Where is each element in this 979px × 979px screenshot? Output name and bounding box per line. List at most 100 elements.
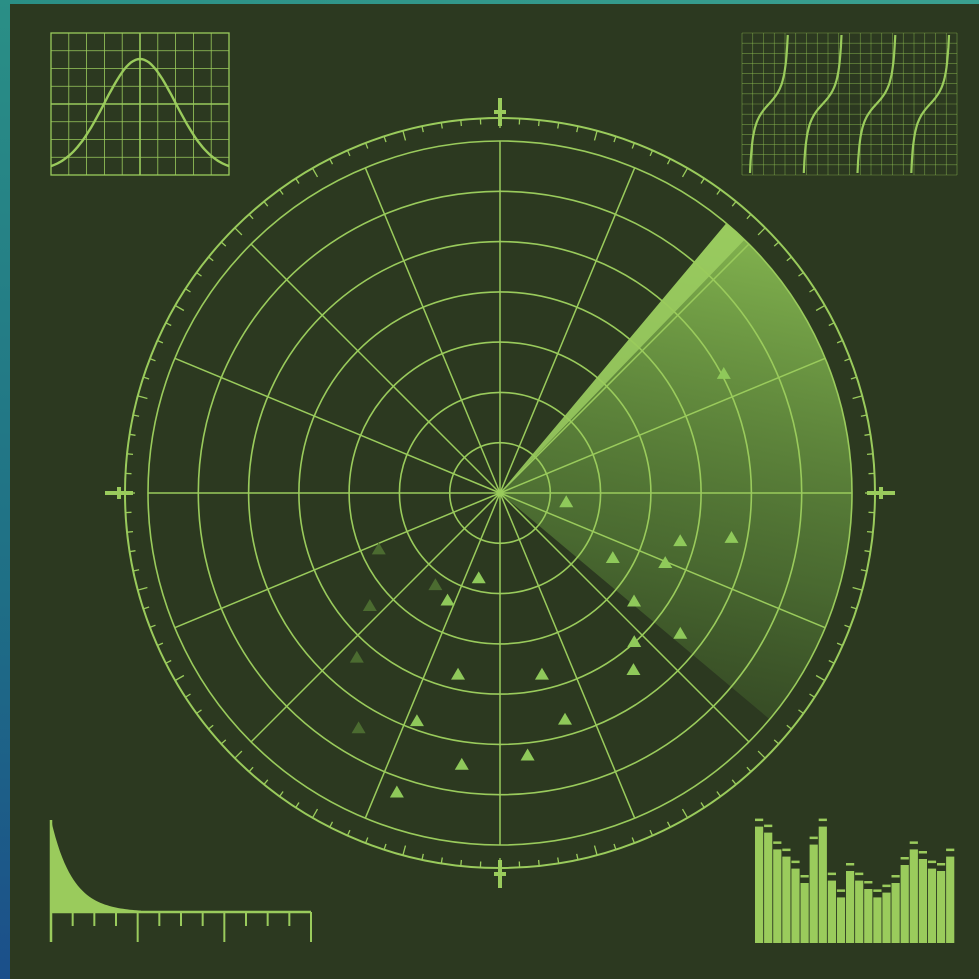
bezel-tick <box>440 122 443 129</box>
bezel-tick <box>127 453 134 456</box>
radar-target <box>371 542 386 555</box>
bezel-tick <box>786 256 792 262</box>
bezel-tick <box>165 659 172 664</box>
bezel-tick <box>196 709 202 714</box>
bezel-tick <box>844 624 851 629</box>
bezel-tick <box>537 120 540 127</box>
meter-bar <box>937 871 946 943</box>
gaussian-curve <box>50 57 230 168</box>
bezel-tick <box>220 739 227 745</box>
meter-bar <box>864 889 873 943</box>
tangent-curve <box>910 34 951 174</box>
bezel-tick <box>185 693 191 698</box>
radar-target <box>605 551 620 564</box>
meter-bar <box>773 849 782 943</box>
radar-target <box>428 578 443 591</box>
bezel-tick <box>537 859 540 866</box>
bezel-tick <box>716 189 721 195</box>
meter-bar <box>818 826 827 943</box>
radar-target <box>362 599 377 612</box>
bezel-tick <box>383 843 387 850</box>
tangent-curve <box>856 34 897 174</box>
frame-edge-top <box>0 0 979 4</box>
bezel-tick <box>700 802 705 808</box>
bezel-tick <box>421 853 424 860</box>
meter-peak <box>918 851 927 854</box>
bezel-tick <box>279 189 284 195</box>
bezel-tick <box>263 779 269 785</box>
meter-peak <box>882 884 891 888</box>
bezel-tick <box>798 709 804 714</box>
meter-bar <box>764 832 773 943</box>
bezel-tick <box>143 376 150 380</box>
meter-peak <box>818 818 827 822</box>
meter-bar <box>927 868 937 943</box>
bezel-tick <box>666 821 671 828</box>
meter-bar <box>755 826 764 943</box>
bezel-tick <box>263 201 269 207</box>
bezel-tick <box>174 674 185 682</box>
radial-line <box>364 167 501 494</box>
bezel-tick <box>860 414 867 417</box>
bezel-tick <box>364 837 369 844</box>
radar-target <box>673 534 688 547</box>
meter-peak <box>800 875 809 878</box>
radar-target <box>451 667 466 680</box>
bezel-tick <box>576 126 579 133</box>
radial-line <box>250 243 501 494</box>
bezel-tick <box>700 178 705 184</box>
bezel-tick <box>852 586 863 591</box>
bezel-tick <box>576 853 579 860</box>
bezel-tick <box>860 569 867 572</box>
radar-target <box>627 635 642 648</box>
bezel-tick <box>137 586 148 591</box>
bezel-tick <box>137 395 148 400</box>
meter-bar <box>891 883 900 943</box>
bezel-tick <box>129 433 136 436</box>
bezel-tick <box>329 158 334 165</box>
bezel-tick <box>402 130 407 141</box>
radar-target <box>658 556 673 569</box>
bezel-tick <box>248 213 254 220</box>
meter-peak <box>809 836 818 840</box>
bezel-tick <box>773 739 780 745</box>
meter-bar <box>791 868 800 943</box>
meter-bar <box>809 844 818 943</box>
bezel-tick <box>143 606 150 610</box>
bezel-tick <box>731 201 737 207</box>
radar-grid <box>105 98 895 888</box>
radar-target <box>724 531 739 543</box>
bezel-tick <box>248 766 254 773</box>
bezel-tick <box>828 659 835 664</box>
bezel-tick <box>165 322 172 327</box>
radar-targets <box>349 367 739 798</box>
meter-bar <box>900 865 909 943</box>
bezel-tick <box>681 167 689 178</box>
bezel-tick <box>850 606 857 610</box>
radar-target <box>534 667 549 680</box>
bezel-tick <box>836 339 843 344</box>
meter-peak <box>900 857 909 860</box>
bezel-tick <box>631 142 636 149</box>
radial-line <box>499 357 826 494</box>
bezel-tick <box>649 829 654 836</box>
radar-target <box>520 748 535 761</box>
bezel-tick <box>133 414 140 417</box>
bezel-tick <box>460 859 463 866</box>
bezel-tick <box>196 272 202 277</box>
radial-line <box>174 357 501 494</box>
radial-line <box>499 167 636 494</box>
bezel-tick <box>234 227 243 236</box>
bezel-tick <box>346 829 351 836</box>
meter-peak <box>946 848 955 852</box>
radar-target <box>471 571 486 584</box>
bezel-tick <box>174 304 185 312</box>
meter-peak <box>864 881 873 884</box>
bezel-tick <box>557 857 560 864</box>
bezel-tick <box>866 530 873 533</box>
bezel-tick <box>631 837 636 844</box>
bezel-tick <box>279 791 284 797</box>
sweep-leading-edge <box>500 223 745 493</box>
